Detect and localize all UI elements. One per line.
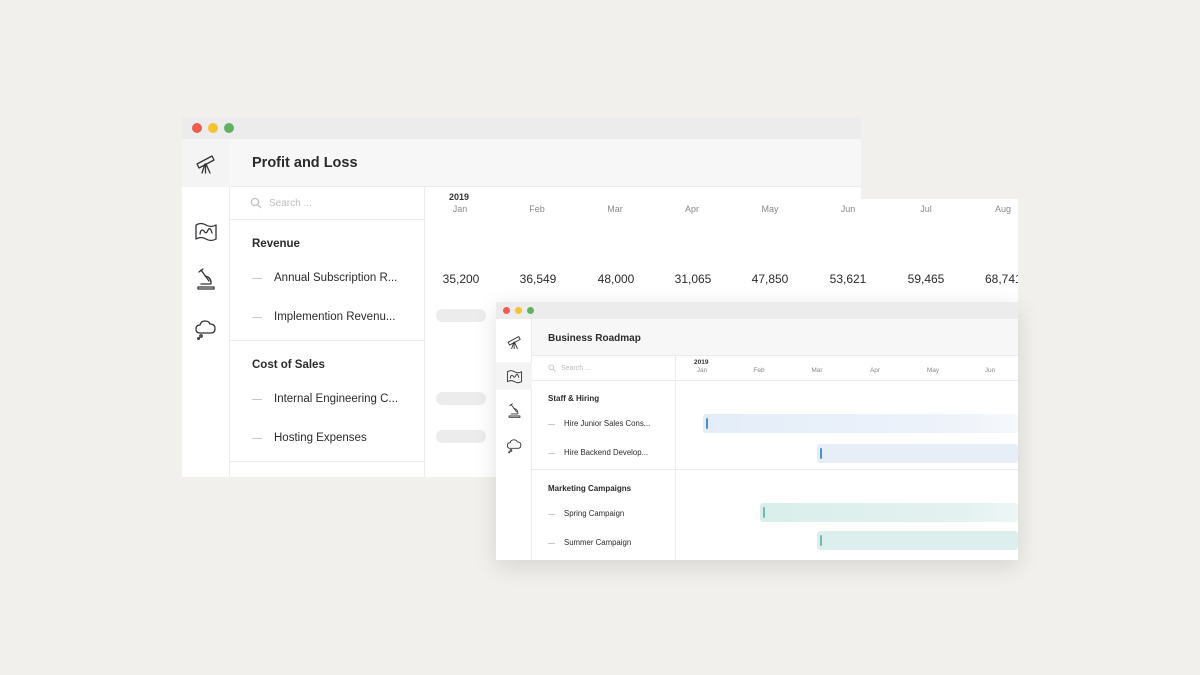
bar-start-handle[interactable] [706, 418, 708, 429]
search-icon [250, 197, 262, 209]
microscope-icon[interactable] [182, 259, 230, 299]
gantt-bar-hire-backend-developer[interactable] [817, 444, 1018, 463]
search-input[interactable]: Search ... [250, 197, 312, 209]
month-mar: Mar [607, 204, 623, 214]
value-cell[interactable]: 53,621 [829, 272, 867, 286]
row-dash [252, 399, 262, 400]
row-implementation-revenue[interactable]: Implemention Revenu... [274, 311, 396, 323]
sidebar [496, 319, 532, 560]
row-dash [252, 278, 262, 279]
business-roadmap-window: Business Roadmap Search ... 2019 Jan Feb… [496, 302, 1018, 560]
maximize-window-button[interactable] [224, 123, 234, 133]
month-jun: Jun [984, 367, 996, 374]
search-placeholder: Search ... [561, 364, 591, 372]
month-mar: Mar [811, 367, 823, 374]
minimize-window-button[interactable] [208, 123, 218, 133]
microscope-icon[interactable] [496, 396, 532, 424]
window-titlebar [496, 302, 1018, 319]
month-feb: Feb [753, 367, 765, 374]
maximize-window-button[interactable] [527, 307, 534, 314]
row-hosting-expenses[interactable]: Hosting Expenses [274, 432, 367, 444]
row-divider [532, 469, 1018, 470]
row-dash [252, 317, 262, 318]
gantt-bar-spring-campaign[interactable] [760, 503, 1018, 522]
row-divider [230, 219, 425, 220]
gantt-bar-summer-campaign[interactable] [817, 531, 1018, 550]
loading-placeholder [436, 392, 486, 405]
month-apr: Apr [869, 367, 881, 374]
gantt-bar-hire-junior-sales[interactable] [703, 414, 1018, 433]
value-cell[interactable]: 35,200 [442, 272, 480, 286]
value-cell[interactable]: 48,000 [597, 272, 635, 286]
row-annual-subscription[interactable]: Annual Subscription R... [274, 272, 398, 284]
row-divider [230, 340, 425, 341]
row-summer-campaign[interactable]: Summer Campaign [564, 538, 632, 547]
thought-cloud-icon[interactable] [496, 431, 532, 459]
thought-cloud-icon[interactable] [182, 309, 230, 349]
row-spring-campaign[interactable]: Spring Campaign [564, 509, 625, 518]
row-divider [532, 380, 1018, 381]
value-cell[interactable]: 47,850 [751, 272, 789, 286]
month-apr: Apr [684, 204, 699, 214]
bar-start-handle[interactable] [763, 507, 765, 518]
telescope-icon[interactable] [496, 327, 532, 355]
month-jan: Jan [696, 367, 708, 374]
row-dash [548, 424, 555, 425]
section-marketing-campaigns: Marketing Campaigns [548, 484, 632, 493]
row-dash [252, 438, 262, 439]
sidebar [182, 139, 230, 477]
row-dash [548, 453, 555, 454]
row-hire-junior-sales[interactable]: Hire Junior Sales Cons... [564, 419, 651, 428]
value-cell[interactable]: 31,065 [674, 272, 712, 286]
search-icon [548, 364, 556, 372]
search-placeholder: Search ... [269, 197, 312, 209]
row-hire-backend-developer[interactable]: Hire Backend Develop... [564, 448, 649, 457]
page-title: Business Roadmap [548, 333, 641, 344]
telescope-icon[interactable] [182, 139, 230, 187]
roadmap-icon[interactable] [496, 362, 532, 390]
row-dash [548, 514, 555, 515]
close-window-button[interactable] [192, 123, 202, 133]
bar-start-handle[interactable] [820, 448, 822, 459]
row-divider [230, 461, 425, 462]
section-revenue: Revenue [252, 238, 300, 250]
bar-start-handle[interactable] [820, 535, 822, 546]
page-title: Profit and Loss [252, 155, 358, 171]
year-label: 2019 [694, 359, 709, 366]
loading-placeholder [436, 309, 486, 322]
month-jun: Jun [840, 204, 856, 214]
close-window-button[interactable] [503, 307, 510, 314]
month-jan: Jan [452, 204, 468, 214]
year-label: 2019 [449, 192, 470, 202]
row-dash [548, 543, 555, 544]
column-divider [424, 187, 425, 477]
section-staff-hiring: Staff & Hiring [548, 394, 600, 403]
month-feb: Feb [529, 204, 545, 214]
value-cell[interactable]: 68,741 [985, 272, 1018, 286]
value-cell[interactable]: 36,549 [519, 272, 557, 286]
month-aug: Aug [994, 204, 1011, 214]
roadmap-icon[interactable] [182, 211, 230, 251]
page-header [532, 319, 1018, 356]
loading-placeholder [436, 430, 486, 443]
value-cell[interactable]: 59,465 [907, 272, 945, 286]
section-cost-of-sales: Cost of Sales [252, 359, 325, 371]
month-may: May [761, 204, 779, 214]
page-header [230, 139, 861, 187]
window-titlebar [182, 117, 861, 139]
minimize-window-button[interactable] [515, 307, 522, 314]
month-may: May [926, 367, 940, 374]
column-divider [675, 356, 676, 560]
search-input[interactable]: Search ... [548, 364, 591, 372]
row-internal-engineering[interactable]: Internal Engineering C... [274, 393, 399, 405]
month-jul: Jul [920, 204, 932, 214]
